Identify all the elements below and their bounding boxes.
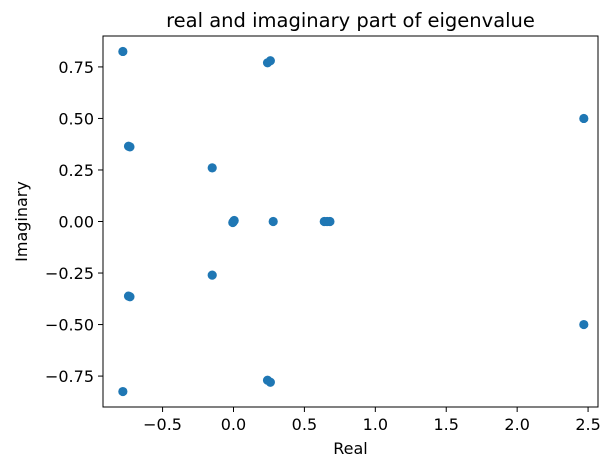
data-point <box>125 142 135 152</box>
data-point <box>228 217 238 228</box>
data-point <box>265 56 275 66</box>
plot-area <box>118 46 589 397</box>
x-tick-label: −0.5 <box>143 415 182 434</box>
y-tick-label: 0.75 <box>58 58 94 77</box>
data-point <box>207 270 217 280</box>
x-axis-label: Real <box>333 439 368 458</box>
data-point <box>207 163 217 173</box>
data-point <box>579 113 589 124</box>
x-tick-label: 1.0 <box>363 415 388 434</box>
data-point <box>118 46 128 57</box>
y-axis: −0.75 −0.50 −0.25 0.00 0.25 0.50 0.75 <box>45 58 103 386</box>
x-tick-label: 0.0 <box>221 415 246 434</box>
data-point <box>265 377 275 387</box>
x-tick-label: 2.0 <box>504 415 529 434</box>
y-tick-label: −0.75 <box>45 367 94 386</box>
x-tick-label: 0.5 <box>292 415 317 434</box>
data-point <box>325 216 335 227</box>
chart-title: real and imaginary part of eigenvalue <box>166 9 535 32</box>
y-axis-label: Imaginary <box>12 181 31 262</box>
y-tick-label: −0.50 <box>45 316 94 335</box>
y-tick-label: 0.25 <box>58 161 94 180</box>
data-point <box>268 216 278 227</box>
x-axis: −0.5 0.0 0.5 1.0 1.5 2.0 2.5 <box>143 407 601 434</box>
data-point <box>125 292 135 302</box>
x-tick-label: 1.5 <box>434 415 459 434</box>
data-point <box>118 386 128 397</box>
y-tick-label: −0.25 <box>45 264 94 283</box>
data-point <box>579 319 589 330</box>
y-tick-label: 0.50 <box>58 109 94 128</box>
y-tick-label: 0.00 <box>58 213 94 232</box>
x-tick-label: 2.5 <box>575 415 600 434</box>
